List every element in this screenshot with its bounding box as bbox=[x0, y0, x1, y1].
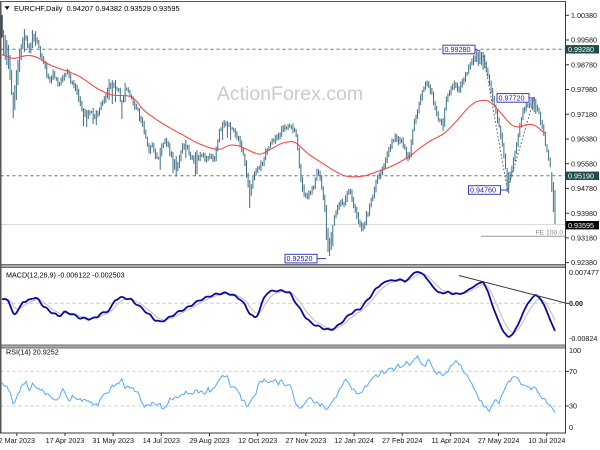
svg-text:12 Jan 2024: 12 Jan 2024 bbox=[334, 436, 374, 445]
svg-text:0.97180: 0.97180 bbox=[571, 110, 597, 119]
svg-text:0.94780: 0.94780 bbox=[571, 184, 597, 193]
svg-text:ActionForex.com: ActionForex.com bbox=[217, 83, 363, 105]
svg-text:0: 0 bbox=[569, 423, 573, 432]
svg-text:10 Jul 2024: 10 Jul 2024 bbox=[528, 436, 565, 445]
svg-text:0.007477: 0.007477 bbox=[569, 268, 599, 277]
svg-text:0.95190: 0.95190 bbox=[568, 171, 594, 180]
svg-text:0.97980: 0.97980 bbox=[571, 85, 597, 94]
svg-text:2 Mar 2023: 2 Mar 2023 bbox=[0, 436, 35, 445]
svg-text:27 May 2024: 27 May 2024 bbox=[478, 436, 520, 445]
svg-text:0.99280: 0.99280 bbox=[445, 45, 471, 54]
svg-text:30: 30 bbox=[569, 402, 577, 411]
svg-text:0.93980: 0.93980 bbox=[571, 209, 597, 218]
svg-text:FE 100.0: FE 100.0 bbox=[535, 230, 563, 237]
svg-text:0.98780: 0.98780 bbox=[571, 60, 597, 69]
svg-text:EURCHF,Daily 0.94207 0.94382: EURCHF,Daily 0.94207 0.94382 0.93529 0.9… bbox=[14, 4, 180, 13]
svg-text:0.93595: 0.93595 bbox=[568, 221, 594, 230]
svg-text:29 Aug 2023: 29 Aug 2023 bbox=[189, 436, 229, 445]
svg-text:MACD(12,26,9) -0.006122 -0.002: MACD(12,26,9) -0.006122 -0.002503 bbox=[6, 271, 125, 280]
svg-text:70: 70 bbox=[569, 367, 577, 376]
svg-text:12 Oct 2023: 12 Oct 2023 bbox=[238, 436, 277, 445]
svg-text:100: 100 bbox=[569, 346, 581, 355]
svg-text:0.99580: 0.99580 bbox=[571, 36, 597, 45]
svg-text:27 Feb 2024: 27 Feb 2024 bbox=[382, 436, 422, 445]
svg-text:0.99280: 0.99280 bbox=[568, 45, 594, 54]
svg-text:0.92380: 0.92380 bbox=[571, 258, 597, 267]
svg-text:RSI(14) 20.9252: RSI(14) 20.9252 bbox=[6, 348, 59, 357]
svg-text:0.97720: 0.97720 bbox=[499, 93, 525, 102]
svg-text:0.95580: 0.95580 bbox=[571, 159, 597, 168]
svg-text:0.93180: 0.93180 bbox=[571, 234, 597, 243]
svg-text:14 Jul 2023: 14 Jul 2023 bbox=[143, 436, 180, 445]
svg-text:27 Nov 2023: 27 Nov 2023 bbox=[286, 436, 327, 445]
svg-text:17 Apr 2023: 17 Apr 2023 bbox=[46, 436, 85, 445]
svg-text:0.94760: 0.94760 bbox=[470, 186, 496, 195]
svg-text:0.96380: 0.96380 bbox=[571, 135, 597, 144]
svg-text:11 Apr 2024: 11 Apr 2024 bbox=[431, 436, 469, 445]
svg-text:0.00: 0.00 bbox=[569, 299, 583, 308]
svg-text:-0.00824: -0.00824 bbox=[569, 334, 597, 343]
svg-text:0.92520: 0.92520 bbox=[287, 254, 313, 263]
svg-text:1.00380: 1.00380 bbox=[571, 11, 597, 20]
svg-text:31 May 2023: 31 May 2023 bbox=[92, 436, 134, 445]
